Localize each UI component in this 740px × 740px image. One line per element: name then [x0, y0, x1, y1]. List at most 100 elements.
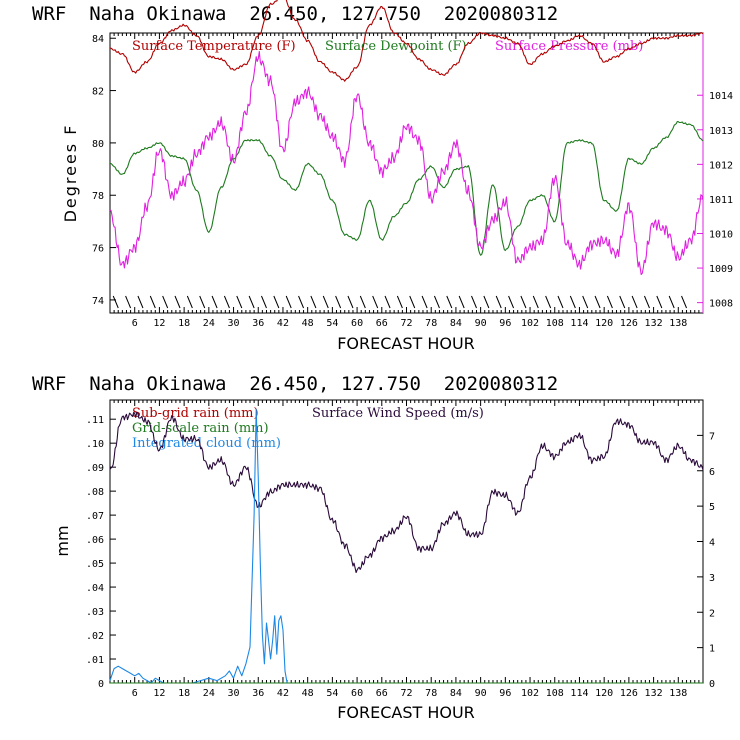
- y-tick-label: 82: [92, 87, 104, 98]
- wind-barb: [433, 295, 440, 309]
- x-tick-label: 138: [669, 318, 687, 329]
- wind-barb: [285, 295, 292, 309]
- x-tick-label: 114: [570, 688, 588, 699]
- y2-tick-label: 1009: [709, 264, 733, 275]
- wind-barb: [532, 295, 539, 309]
- bottom-chart-series: [109, 409, 704, 684]
- x-tick-label: 6: [132, 318, 138, 329]
- x-tick-label: 120: [595, 688, 613, 699]
- x-tick-label: 54: [326, 688, 338, 699]
- x-tick-label: 36: [252, 688, 264, 699]
- y-tick-label: .07: [86, 511, 104, 522]
- x-tick-label: 108: [546, 318, 564, 329]
- wind-barb: [236, 295, 243, 309]
- series-line-surface-dewpoint-f: [109, 120, 704, 256]
- y-tick-label: .11: [86, 415, 104, 426]
- wind-barbs: [112, 295, 687, 309]
- bottom-chart-title: WRF Naha Okinawa 26.450, 127.750 2020080…: [32, 373, 558, 395]
- wind-barb: [681, 295, 687, 309]
- legend-gridscale-rain: Grid-scale rain (mm): [132, 421, 269, 436]
- wind-barb: [458, 295, 465, 309]
- wind-barb: [396, 295, 403, 309]
- x-tick-label: 30: [228, 318, 240, 329]
- y2-tick-label: 7: [709, 431, 715, 442]
- series-line-surface-wind-speed-m-s: [109, 411, 704, 574]
- wind-barb: [384, 295, 391, 309]
- x-tick-label: 120: [595, 318, 613, 329]
- wind-barb: [557, 295, 564, 309]
- x-tick-label: 72: [400, 688, 412, 699]
- wind-barb: [582, 295, 589, 309]
- y2-tick-label: 2: [709, 608, 715, 619]
- wind-barb: [644, 295, 650, 309]
- x-tick-label: 18: [178, 688, 190, 699]
- wind-barb: [446, 295, 453, 309]
- y2-tick-label: 5: [709, 502, 715, 513]
- x-tick-label: 90: [475, 688, 487, 699]
- x-tick-label: 126: [620, 318, 638, 329]
- bottom-chart-ticks: 6 12 18 24 30 36 42 48 54 60 66 72 78 84 90 96 102 108 114…: [86, 400, 715, 699]
- wind-barb: [248, 295, 255, 309]
- x-tick-label: 102: [521, 318, 539, 329]
- x-tick-label: 96: [499, 688, 511, 699]
- wind-barb: [137, 295, 144, 309]
- x-tick-label: 6: [132, 688, 138, 699]
- x-tick-label: 72: [400, 318, 412, 329]
- top-chart-title: WRF Naha Okinawa 26.450, 127.750 2020080…: [32, 3, 558, 25]
- x-tick-label: 66: [376, 318, 388, 329]
- y-tick-label: 84: [92, 34, 104, 45]
- y-tick-label: 78: [92, 191, 104, 202]
- wind-barb: [223, 295, 230, 309]
- x-tick-label: 48: [302, 318, 314, 329]
- wind-barb: [471, 295, 477, 309]
- y-tick-label: .10: [86, 439, 104, 450]
- x-tick-label: 60: [351, 318, 363, 329]
- wind-barb: [261, 295, 267, 309]
- x-tick-label: 18: [178, 318, 190, 329]
- wind-barb: [495, 295, 502, 309]
- top-chart-frame: [109, 32, 704, 314]
- y2-tick-label: 1013: [709, 126, 733, 137]
- y-tick-label: 80: [92, 139, 104, 150]
- legend-wind-speed: Surface Wind Speed (m/s): [312, 406, 484, 421]
- y2-tick-label: 3: [709, 573, 715, 584]
- y-tick-label: .02: [86, 631, 104, 642]
- x-tick-label: 78: [425, 318, 437, 329]
- x-tick-label: 138: [669, 688, 687, 699]
- top-chart-ticks: 6 12 18 24 30 36 42 48 54 60 66 72 78 84 90 96 102 108 114…: [92, 33, 733, 329]
- bottom-chart-ylabel: mm: [53, 525, 72, 556]
- y-tick-label: .06: [86, 535, 104, 546]
- y2-tick-label: 1011: [709, 195, 733, 206]
- x-tick-label: 84: [450, 688, 462, 699]
- x-tick-label: 108: [546, 688, 564, 699]
- wind-barb: [149, 295, 156, 309]
- y2-tick-label: 1010: [709, 229, 733, 240]
- wind-barb: [322, 295, 329, 309]
- wind-barb: [211, 295, 218, 309]
- y2-tick-label: 1: [709, 644, 715, 655]
- y-tick-label: .08: [86, 487, 104, 498]
- y2-tick-label: 0: [709, 679, 715, 690]
- y2-tick-label: 4: [709, 538, 715, 549]
- wind-barb: [162, 295, 169, 309]
- x-tick-label: 12: [153, 318, 165, 329]
- y-tick-label: .03: [86, 607, 104, 618]
- y2-tick-label: 1012: [709, 160, 733, 171]
- x-tick-label: 54: [326, 318, 338, 329]
- x-tick-label: 60: [351, 688, 363, 699]
- x-tick-label: 48: [302, 688, 314, 699]
- legend-subgrid-rain: Sub-grid rain (mm): [132, 406, 259, 421]
- x-tick-label: 96: [499, 318, 511, 329]
- wind-barb: [372, 295, 379, 309]
- wind-barb: [112, 295, 119, 309]
- x-tick-label: 126: [620, 688, 638, 699]
- wind-barb: [483, 295, 490, 309]
- legend-temperature: Surface Temperature (F): [132, 39, 296, 54]
- legend-integrated-cloud: Integrated cloud (mm): [132, 436, 281, 451]
- y-tick-label: 76: [92, 244, 104, 255]
- wind-barb: [409, 295, 416, 309]
- y-tick-label: .09: [86, 463, 104, 474]
- x-tick-label: 36: [252, 318, 264, 329]
- x-tick-label: 66: [376, 688, 388, 699]
- wind-barb: [199, 295, 206, 309]
